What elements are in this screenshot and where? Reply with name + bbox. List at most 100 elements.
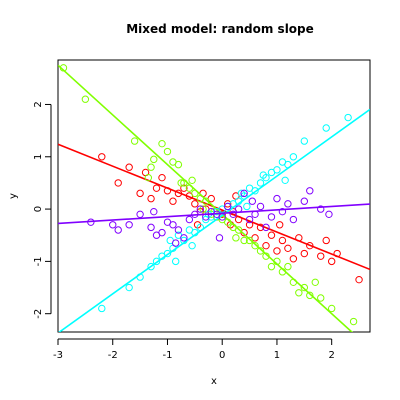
data-point: [232, 234, 240, 242]
data-point: [98, 304, 106, 313]
data-point: [317, 205, 325, 213]
plot-area: [58, 64, 370, 332]
data-point: [248, 197, 257, 205]
data-point: [215, 234, 224, 242]
data-point: [171, 257, 180, 266]
series-1: [58, 64, 358, 332]
data-point: [327, 304, 336, 313]
data-point: [114, 226, 122, 234]
data-point: [223, 200, 232, 208]
data-point: [300, 249, 309, 258]
data-point: [278, 236, 287, 245]
data-point: [322, 236, 330, 245]
data-point: [317, 252, 325, 260]
y-tick-label: 2: [33, 101, 44, 107]
data-point: [240, 189, 248, 198]
data-point: [191, 200, 199, 208]
x-tick-label: 0: [219, 350, 225, 361]
data-point: [289, 255, 298, 263]
data-point: [174, 226, 183, 234]
data-point: [251, 187, 259, 195]
chart-title: Mixed model: random slope: [126, 22, 314, 36]
data-point: [327, 257, 336, 266]
data-point: [147, 223, 155, 232]
data-point: [256, 179, 265, 187]
data-point: [306, 291, 314, 300]
data-point: [284, 262, 292, 271]
data-point: [152, 184, 161, 192]
data-point: [311, 278, 319, 287]
data-point: [147, 163, 155, 171]
data-point: [144, 173, 153, 182]
data-point: [188, 176, 196, 185]
data-point: [109, 221, 117, 229]
data-point: [349, 317, 358, 326]
data-point: [234, 226, 243, 234]
data-point: [300, 197, 309, 205]
x-tick-label: -1: [162, 350, 172, 361]
data-point: [267, 231, 276, 239]
data-point: [240, 236, 248, 245]
x-tick-label: -2: [108, 350, 118, 361]
data-point: [295, 289, 303, 297]
x-tick-label: -3: [53, 350, 63, 361]
data-point: [169, 197, 177, 205]
data-point: [284, 244, 292, 253]
data-point: [245, 215, 254, 224]
data-point: [273, 247, 281, 255]
data-point: [150, 207, 158, 216]
x-tick-label: 1: [274, 350, 280, 361]
data-point: [344, 113, 352, 122]
data-point: [98, 153, 106, 161]
data-point: [158, 228, 166, 237]
data-point: [322, 124, 330, 132]
data-point: [300, 283, 309, 292]
regression-line: [58, 203, 370, 225]
data-point: [281, 176, 289, 185]
data-point: [289, 215, 298, 224]
regression-line: [58, 64, 354, 332]
data-point: [188, 241, 196, 250]
data-point: [262, 173, 270, 182]
data-point: [125, 221, 133, 229]
data-point: [158, 139, 166, 148]
data-point: [317, 294, 325, 302]
data-point: [243, 202, 251, 211]
data-point: [325, 210, 333, 219]
data-point: [136, 210, 144, 219]
y-tick-label: -1: [33, 256, 44, 266]
data-point: [275, 221, 284, 229]
x-axis-label: x: [211, 376, 217, 387]
data-point: [223, 202, 232, 211]
data-point: [158, 173, 166, 182]
data-point: [278, 207, 287, 216]
y-tick-label: 0: [33, 206, 44, 212]
data-point: [262, 241, 270, 250]
data-point: [196, 205, 205, 213]
data-point: [81, 95, 90, 103]
data-point: [150, 155, 158, 164]
y-tick-label: -2: [33, 309, 44, 319]
data-point: [267, 262, 276, 271]
x-axis: -3 -2 -1 0 1 2: [53, 338, 335, 361]
y-axis-label: y: [8, 193, 19, 199]
data-point: [251, 241, 259, 250]
data-point: [125, 163, 133, 171]
data-point: [125, 283, 133, 292]
data-point: [177, 179, 185, 187]
data-point: [300, 137, 309, 145]
y-axis: -2 -1 0 1 2: [33, 101, 52, 319]
regression-line: [58, 108, 370, 332]
data-point: [174, 160, 183, 169]
data-point: [273, 166, 281, 174]
data-point: [245, 236, 254, 245]
data-point: [147, 194, 155, 203]
data-point: [262, 223, 270, 232]
data-point: [199, 205, 207, 213]
data-point: [163, 147, 172, 156]
y-tick-label: 1: [33, 154, 44, 160]
data-point: [136, 189, 144, 198]
data-point: [169, 221, 177, 229]
data-point: [355, 275, 363, 284]
